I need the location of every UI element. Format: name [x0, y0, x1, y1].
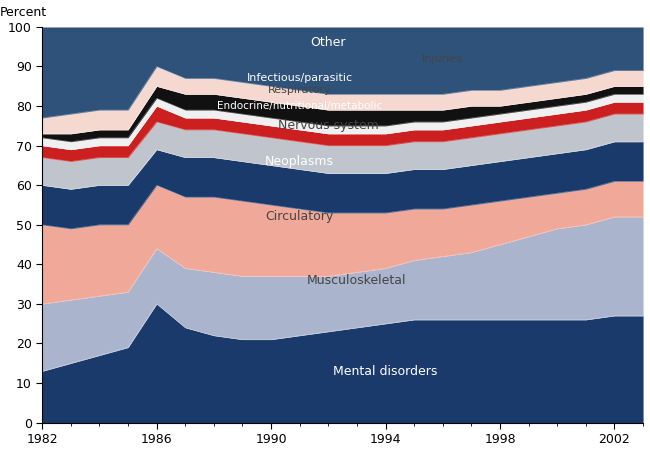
- Text: Respiratory: Respiratory: [268, 85, 332, 95]
- Text: Endocrine/nutritional/metabolic: Endocrine/nutritional/metabolic: [217, 101, 382, 111]
- Text: Circulatory: Circulatory: [266, 210, 334, 223]
- Text: Other: Other: [311, 36, 346, 49]
- Text: Mental disorders: Mental disorders: [333, 365, 437, 378]
- Text: Neoplasms: Neoplasms: [265, 155, 334, 168]
- Text: Musculoskeletal: Musculoskeletal: [307, 274, 407, 287]
- Text: Percent: Percent: [0, 6, 47, 19]
- Text: Nervous system: Nervous system: [278, 119, 379, 132]
- Text: Injuries: Injuries: [422, 53, 463, 63]
- Text: Infectious/parasitic: Infectious/parasitic: [246, 73, 353, 83]
